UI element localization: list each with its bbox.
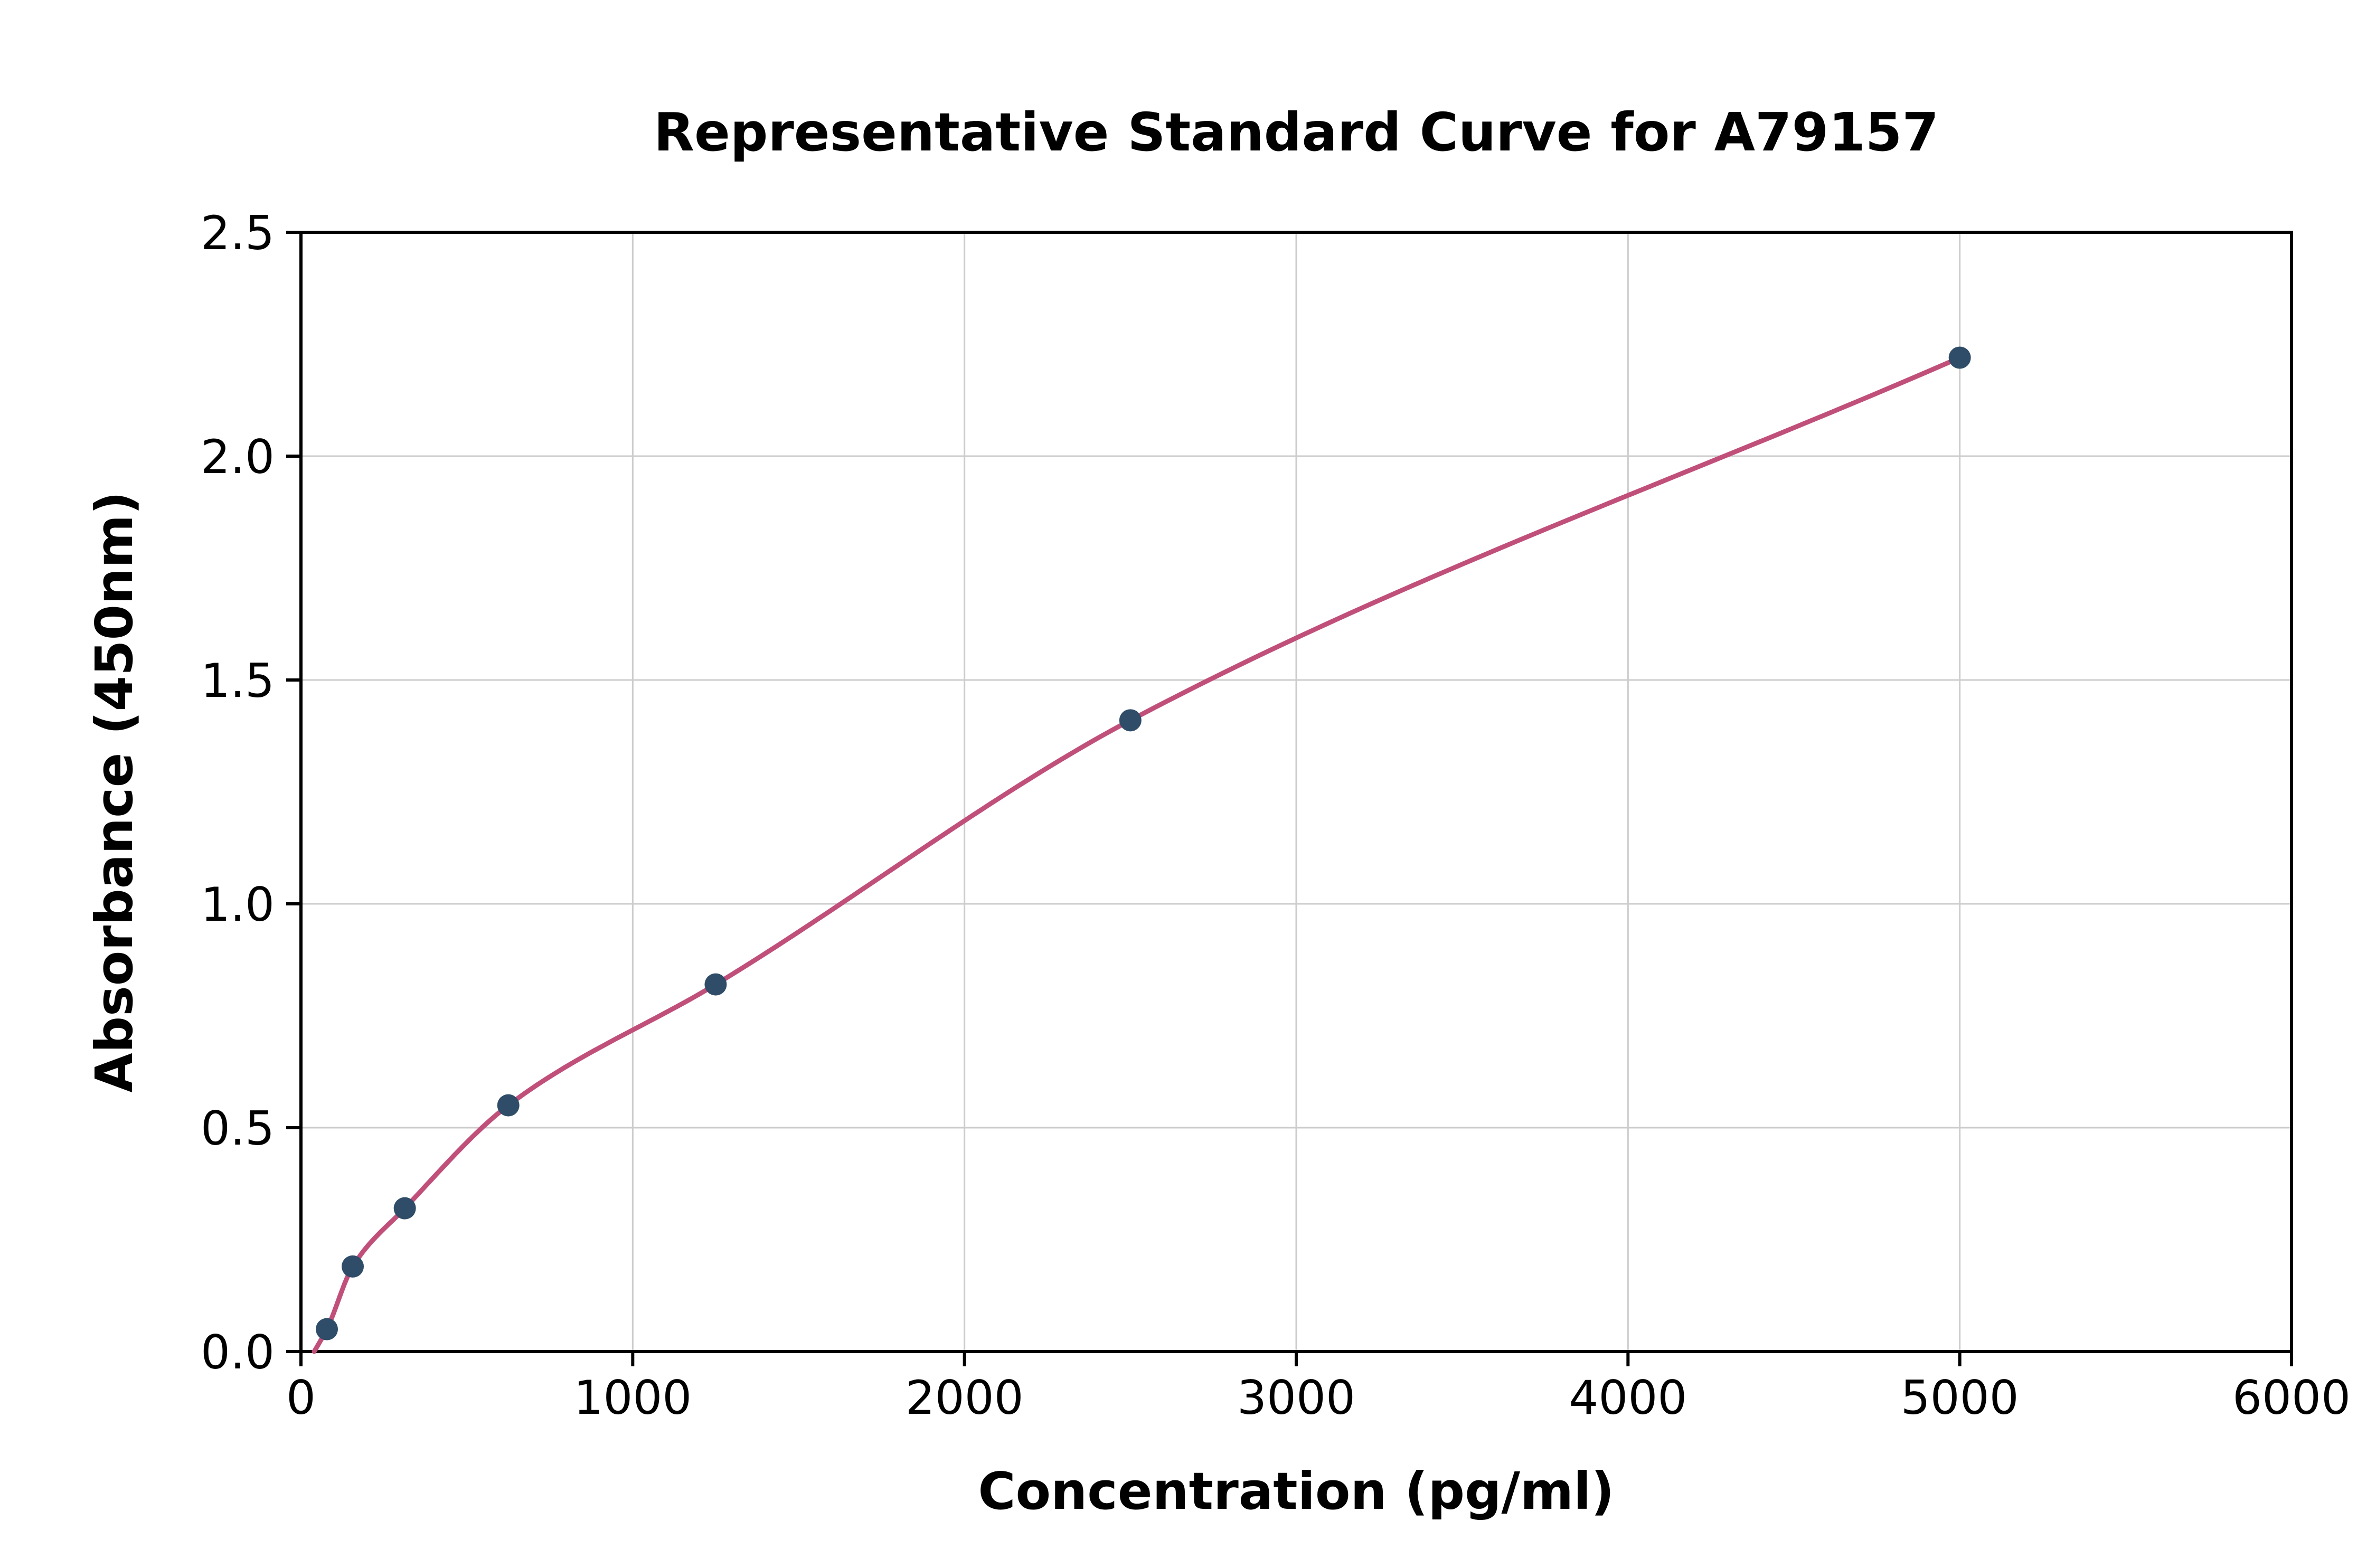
data-point — [393, 1197, 416, 1220]
data-point — [1948, 346, 1971, 369]
y-axis-label: Absorbance (450nm) — [84, 492, 144, 1093]
x-tick-label: 0 — [286, 1371, 316, 1425]
y-tick-label: 2.5 — [201, 206, 275, 260]
y-tick-label: 0.5 — [201, 1101, 275, 1156]
x-tick-label: 2000 — [906, 1371, 1024, 1425]
y-tick-label: 0.0 — [201, 1325, 275, 1380]
x-tick-label: 6000 — [2232, 1371, 2351, 1425]
data-point — [342, 1255, 364, 1278]
x-tick-label: 4000 — [1569, 1371, 1687, 1425]
plot-area: 0 1000 2000 3000 4000 5000 6000 0.0 0.5 1.0 1.5 2.0… — [201, 206, 2351, 1425]
x-tick-label: 5000 — [1901, 1371, 2019, 1425]
x-tick-label: 1000 — [573, 1371, 692, 1425]
y-tick-label: 2.0 — [201, 430, 275, 484]
fit-curve — [312, 355, 1963, 1354]
x-axis-label: Concentration (pg/ml) — [978, 1461, 1614, 1521]
data-point — [704, 973, 727, 996]
data-point — [1119, 709, 1142, 732]
data-point — [316, 1318, 338, 1340]
chart-title: Representative Standard Curve for A79157 — [654, 101, 1939, 163]
x-tick-label: 3000 — [1237, 1371, 1355, 1425]
y-tick-label: 1.5 — [201, 654, 275, 708]
y-tick-label: 1.0 — [201, 877, 275, 932]
data-point — [497, 1094, 520, 1117]
